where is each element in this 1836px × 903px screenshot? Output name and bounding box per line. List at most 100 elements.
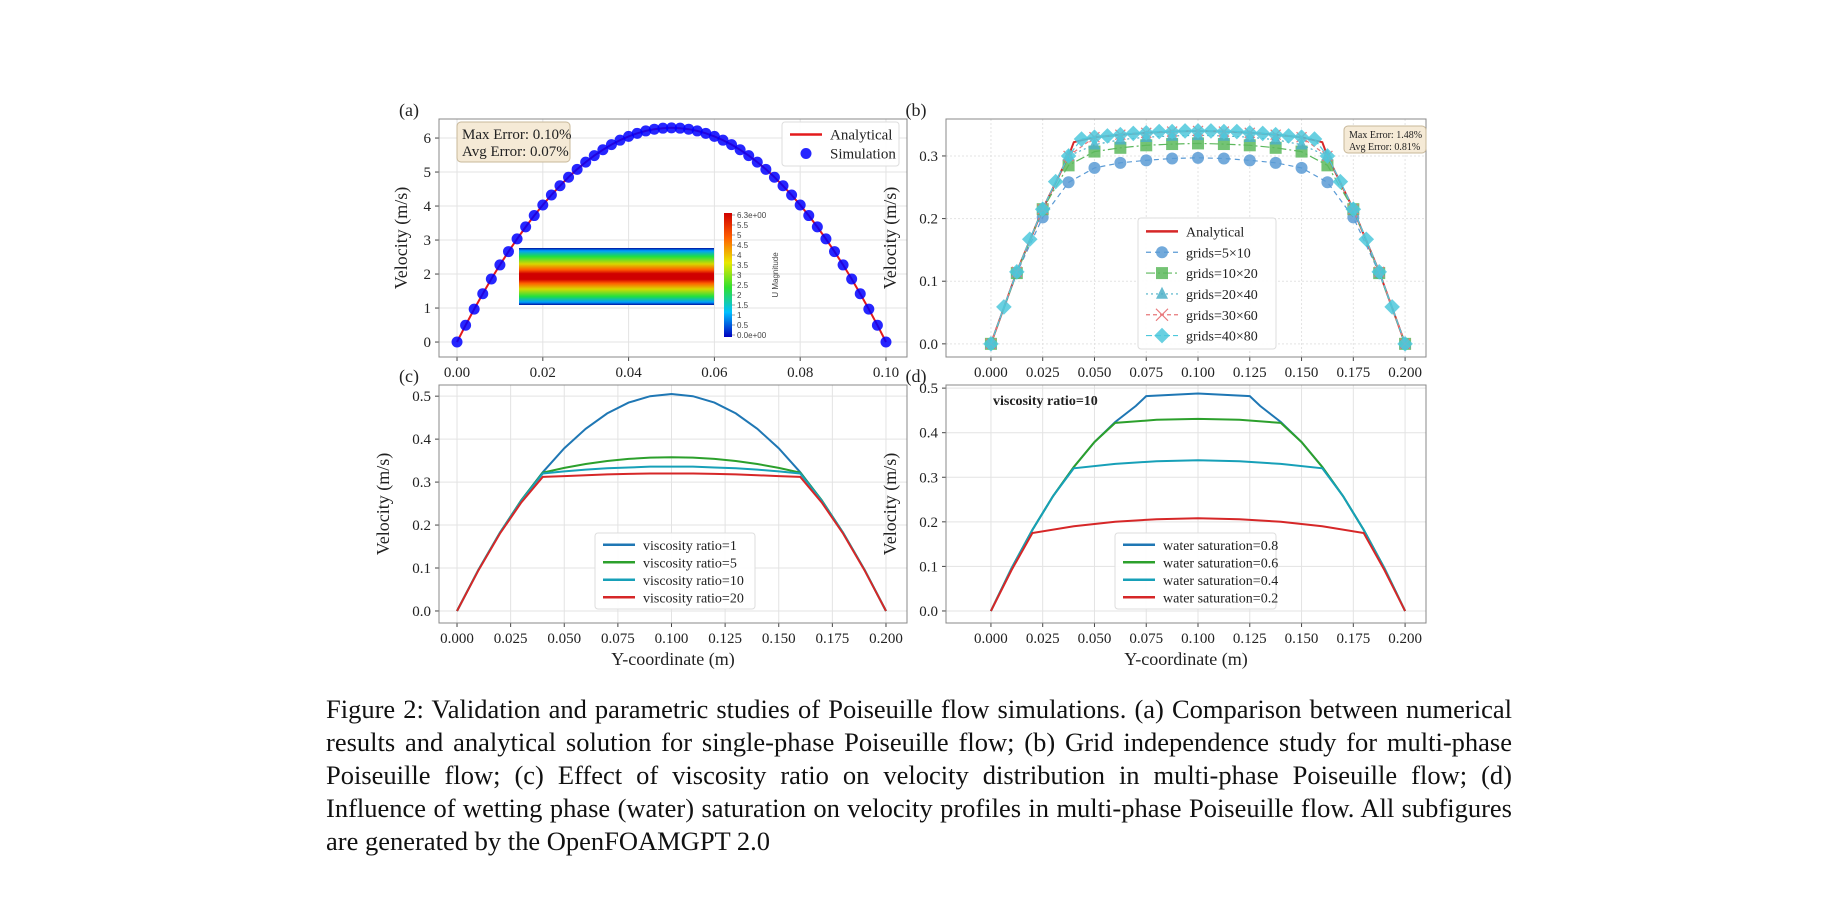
legend-marker-swatch (800, 148, 812, 159)
legend-box (1137, 217, 1277, 350)
y-tick-label: 0.1 (919, 559, 938, 575)
data-point-marker (691, 125, 703, 137)
axes-frame (438, 118, 908, 358)
data-point-marker (871, 319, 883, 331)
data-point-marker (1345, 201, 1362, 217)
data-point-marker (1166, 138, 1179, 151)
data-point-marker (502, 246, 514, 258)
y-tick-label: 1 (424, 301, 432, 317)
data-point-marker (777, 180, 789, 192)
data-point-marker (1269, 141, 1282, 154)
series-line (456, 472, 887, 612)
data-point-marker (665, 122, 677, 134)
series-grids-40-80 (983, 123, 1413, 352)
y-tick-label: 0.1 (412, 561, 431, 577)
data-point-marker (657, 122, 669, 134)
series-water-saturation-0-2 (990, 517, 1406, 612)
legend-label: Analytical (830, 128, 892, 144)
annotation: viscosity ratio=10 (993, 394, 1098, 409)
legend-label: viscosity ratio=5 (643, 556, 737, 571)
x-axis-label: Y-coordinate (m) (611, 649, 734, 670)
data-point-marker (571, 163, 583, 175)
data-point-marker (1192, 137, 1205, 150)
channel-velocity-contour (519, 248, 714, 305)
data-point-marker (760, 163, 772, 175)
data-point-marker (1177, 123, 1193, 139)
x-tick-label: 0.00 (444, 365, 470, 381)
legend-marker-swatch (1156, 286, 1168, 299)
x-tick-label: 0.02 (530, 365, 556, 381)
x-tick-label: 0.125 (708, 631, 742, 647)
legend-entry: grids=10×20 (1146, 267, 1258, 282)
data-point-marker (597, 144, 609, 156)
legend-entry: viscosity ratio=10 (603, 574, 744, 589)
x-tick-label: 0.075 (1129, 365, 1163, 381)
data-point-marker (1280, 128, 1297, 144)
x-tick-label: 0.06 (701, 365, 728, 381)
data-point-marker (880, 336, 892, 348)
data-point-marker (485, 273, 497, 285)
y-axis-label: Velocity (m/s) (391, 187, 412, 289)
panel-label: (c) (399, 366, 419, 387)
panel-label: (d) (906, 366, 927, 387)
x-tick-label: 0.175 (1336, 631, 1370, 647)
colorbar-title: U Magnitude (771, 252, 780, 298)
data-point-marker (1088, 161, 1101, 174)
legend-entry: water saturation=0.6 (1123, 556, 1278, 571)
data-point-marker (1086, 129, 1103, 145)
x-tick-label: 0.04 (615, 365, 642, 381)
data-point-marker (717, 134, 729, 146)
y-tick-label: 0.0 (919, 337, 938, 353)
data-point-marker (1047, 173, 1064, 190)
data-point-marker (683, 123, 695, 135)
data-point-marker (1229, 123, 1245, 140)
figure-caption: Figure 2: Validation and parametric stud… (326, 694, 1512, 856)
data-point-marker (700, 127, 712, 139)
data-point-marker (1125, 125, 1142, 142)
annotation: Max Error: 0.10%Avg Error: 0.07% (456, 121, 572, 163)
colorbar-tick-label: 1 (737, 311, 742, 320)
legend-entry: viscosity ratio=20 (603, 591, 744, 606)
annotation-text: Max Error: 1.48% (1349, 130, 1422, 141)
x-tick-label: 0.150 (762, 631, 796, 647)
colorbar-tick-label: 5.5 (737, 221, 749, 230)
data-point-marker (794, 199, 806, 211)
data-point-marker (1321, 176, 1334, 189)
legend-label: water saturation=0.8 (1163, 539, 1278, 554)
data-point-marker (1267, 126, 1284, 143)
data-point-marker (1217, 138, 1230, 151)
legend-marker-swatch (1156, 246, 1168, 259)
series-line (456, 465, 887, 612)
legend-label: Analytical (1186, 225, 1244, 240)
data-point-marker (1164, 123, 1180, 140)
data-point-marker (554, 180, 566, 192)
data-point-marker (734, 144, 746, 156)
x-tick-label: 0.150 (1285, 631, 1319, 647)
data-point-marker (1332, 173, 1349, 190)
data-point-marker (614, 134, 626, 146)
data-point-marker (563, 171, 575, 183)
legend-entry: grids=20×40 (1146, 286, 1258, 303)
data-point-marker (1034, 201, 1051, 217)
y-tick-label: 0.4 (412, 432, 431, 448)
data-point-marker (520, 221, 532, 233)
data-point-marker (528, 210, 540, 222)
colorbar-tick-label: 2 (737, 291, 742, 300)
legend-marker-swatch (1154, 327, 1170, 344)
y-tick-label: 0.2 (919, 515, 938, 531)
data-point-marker (623, 130, 635, 142)
data-point-marker (751, 156, 763, 168)
data-point-marker (1295, 161, 1308, 174)
series-viscosity-ratio-10 (456, 465, 887, 612)
y-tick-label: 0.0 (919, 604, 938, 620)
data-point-marker (820, 233, 832, 245)
legend: Analytical Simulation (781, 121, 900, 167)
data-point-marker (983, 336, 999, 352)
y-tick-label: 2 (424, 267, 432, 283)
x-tick-label: 0.025 (1026, 365, 1060, 381)
legend-entry: grids=30×60 (1146, 308, 1258, 324)
data-point-marker (674, 122, 686, 134)
data-point-marker (1140, 154, 1153, 167)
y-tick-label: 0.3 (919, 470, 938, 486)
